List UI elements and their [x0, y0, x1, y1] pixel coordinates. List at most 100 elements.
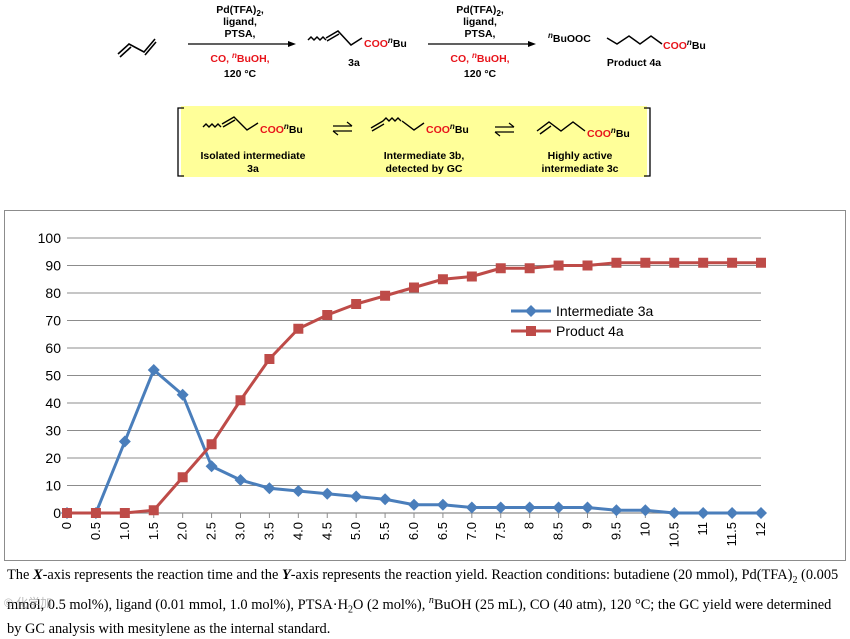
- box-3c-structure: [536, 121, 586, 132]
- data-point-product-4a: [380, 290, 391, 301]
- x-tick-label: 5.5: [377, 522, 392, 540]
- y-tick-label: 10: [45, 478, 61, 494]
- box-3a-label-line2: 3a: [247, 163, 259, 175]
- y-tick-label: 80: [45, 285, 61, 301]
- box-3a-label-line1: Isolated intermediate: [200, 150, 305, 162]
- data-point-intermediate-3a: [292, 485, 305, 497]
- step1-catalyst: Pd(TFA): [216, 4, 256, 16]
- step1-ptsa: PTSA,: [225, 28, 256, 40]
- data-point-product-4a: [409, 282, 419, 293]
- data-series: [61, 257, 767, 519]
- step1-ligand: ligand,: [223, 16, 257, 28]
- data-point-intermediate-3a: [610, 504, 623, 517]
- box-3b-label-line2: detected by GC: [385, 163, 462, 175]
- data-point-product-4a: [293, 323, 304, 334]
- x-tick-label: 9: [580, 522, 595, 529]
- data-point-product-4a: [148, 505, 159, 516]
- data-point-product-4a: [756, 257, 766, 268]
- box-3c-label-line1: Highly active: [548, 150, 613, 162]
- data-point-product-4a: [727, 257, 738, 268]
- x-tick-label: 10: [637, 522, 652, 536]
- data-point-intermediate-3a: [523, 501, 536, 514]
- data-point-intermediate-3a: [408, 498, 420, 511]
- y-tick-label: 90: [45, 258, 61, 274]
- data-point-intermediate-3a: [147, 364, 160, 376]
- step2-ligand: ligand,: [463, 16, 497, 28]
- product-4a-ester-right: COOnBu: [663, 38, 706, 52]
- x-tick-label: 7.5: [493, 522, 508, 540]
- compound-3a-ester: COOnBu: [364, 36, 407, 50]
- box-3a-structure: [202, 116, 259, 131]
- compound-3a-label: 3a: [348, 57, 360, 69]
- chart-frame: 0 10 20 30 40 50 60 70 80 90 100 0 0.5 1.0 1.5 2.0 2.5 3…: [4, 210, 846, 561]
- box-3c-label-line2: intermediate 3c: [541, 163, 618, 175]
- x-tick-label: 6.5: [435, 522, 450, 540]
- data-point-product-4a: [698, 257, 709, 268]
- product-4a-chain: [606, 35, 663, 45]
- data-point-product-4a: [322, 310, 333, 320]
- data-point-intermediate-3a: [726, 507, 739, 519]
- svg-text:Pd(TFA)2,: Pd(TFA)2,: [216, 4, 264, 18]
- y-tick-label: 100: [38, 230, 62, 246]
- data-point-intermediate-3a: [697, 507, 710, 519]
- watermark: © 化学加: [4, 596, 53, 610]
- x-tick-label: 11: [695, 522, 710, 536]
- figure-caption: The X-axis represents the reaction time …: [7, 567, 839, 637]
- x-tick-label: 3.5: [261, 522, 276, 540]
- box-3b-ester: COOnBu: [426, 122, 469, 136]
- data-point-product-4a: [264, 354, 275, 364]
- svg-text:Pd(TFA)2,: Pd(TFA)2,: [456, 4, 504, 18]
- y-tick-label: 50: [45, 368, 61, 384]
- box-3b-structure: [370, 117, 425, 132]
- x-tick-label: 5.0: [348, 522, 363, 540]
- data-point-product-4a: [669, 257, 680, 268]
- data-point-product-4a: [62, 508, 72, 518]
- data-point-product-4a: [177, 472, 188, 483]
- equilibrium-arrow-2: [494, 122, 515, 137]
- data-point-intermediate-3a: [350, 490, 363, 503]
- data-point-intermediate-3a: [581, 501, 594, 514]
- data-point-intermediate-3a: [379, 493, 392, 506]
- y-axis-ticks: 0 10 20 30 40 50 60 70 80 90 100: [38, 230, 62, 521]
- data-point-intermediate-3a: [755, 507, 767, 519]
- data-point-intermediate-3a: [436, 498, 449, 511]
- x-tick-label: 12: [753, 522, 768, 536]
- data-point-intermediate-3a: [234, 474, 247, 486]
- x-tick-label: 0: [59, 522, 74, 529]
- product-4a-label: Product 4a: [607, 57, 661, 69]
- data-point-intermediate-3a: [176, 388, 189, 401]
- x-tick-label: 1.0: [117, 522, 132, 540]
- data-point-product-4a: [90, 508, 101, 518]
- x-tick-label: 6.0: [406, 522, 421, 540]
- equilibrium-arrow-1: [332, 121, 353, 136]
- data-point-intermediate-3a: [465, 501, 478, 514]
- x-axis-ticks: 0 0.5 1.0 1.5 2.0 2.5 3.0 3.5 4.0 4.5 5.0 5.5 6.0 6.5…: [59, 513, 768, 547]
- data-point-intermediate-3a: [321, 487, 334, 500]
- x-tick-label: 4.0: [290, 522, 305, 540]
- data-point-product-4a: [437, 274, 448, 285]
- data-point-product-4a: [582, 260, 593, 271]
- x-tick-label: 11.5: [724, 522, 739, 546]
- x-tick-label: 9.5: [608, 522, 623, 540]
- data-point-intermediate-3a: [639, 504, 652, 517]
- data-point-product-4a: [553, 260, 564, 271]
- intermediates-box: [181, 106, 647, 177]
- data-point-intermediate-3a: [263, 482, 276, 495]
- legend-marker: [525, 305, 537, 317]
- x-tick-label: 7.0: [464, 522, 479, 540]
- butadiene-structure: [117, 38, 156, 55]
- product-4a-ester-left: nBuOOC: [548, 31, 591, 45]
- box-3c-ester: COOnBu: [587, 126, 630, 140]
- y-tick-label: 70: [45, 313, 61, 329]
- legend-label: Product 4a: [556, 323, 624, 339]
- x-tick-label: 4.5: [319, 522, 334, 540]
- x-tick-label: 8.5: [551, 522, 566, 540]
- x-tick-label: 8: [522, 522, 537, 529]
- grid-lines: [67, 237, 761, 514]
- x-tick-label: 10.5: [666, 522, 681, 547]
- data-point-intermediate-3a: [205, 460, 218, 473]
- data-point-intermediate-3a: [118, 435, 131, 448]
- data-point-product-4a: [495, 263, 506, 274]
- legend-marker: [526, 326, 536, 336]
- series-line-product-4a: [67, 261, 761, 515]
